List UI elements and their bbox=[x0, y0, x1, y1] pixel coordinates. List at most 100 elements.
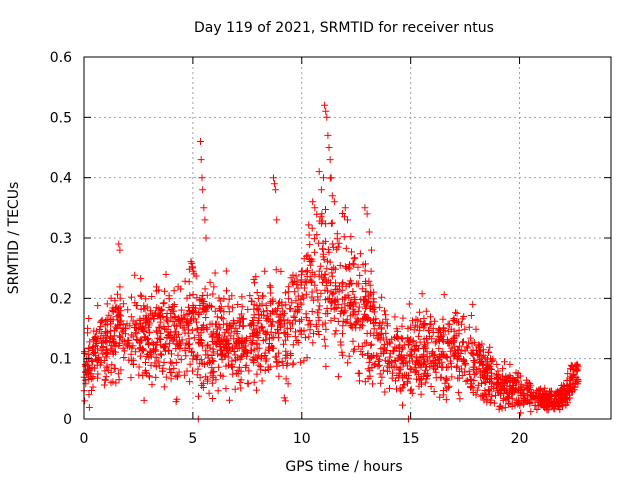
data-point bbox=[269, 318, 277, 326]
data-point bbox=[123, 320, 131, 328]
data-point bbox=[476, 347, 484, 355]
data-point bbox=[231, 385, 239, 393]
data-point bbox=[383, 320, 391, 328]
data-point bbox=[465, 323, 473, 331]
data-point bbox=[429, 324, 437, 332]
data-point bbox=[127, 331, 135, 339]
data-point bbox=[461, 347, 469, 355]
data-point bbox=[439, 391, 447, 399]
data-point bbox=[208, 333, 216, 341]
data-point bbox=[155, 311, 163, 319]
data-point bbox=[161, 325, 168, 333]
data-point bbox=[556, 406, 564, 414]
data-point bbox=[303, 354, 311, 362]
data-point bbox=[393, 372, 401, 379]
data-point bbox=[455, 326, 463, 334]
data-point bbox=[427, 313, 434, 321]
data-point bbox=[431, 317, 439, 325]
data-point bbox=[445, 340, 453, 347]
data-point bbox=[323, 265, 331, 273]
data-point bbox=[213, 325, 221, 333]
data-point bbox=[234, 366, 242, 374]
data-point bbox=[506, 372, 514, 380]
data-point bbox=[202, 314, 210, 321]
data-point bbox=[393, 344, 401, 352]
data-point bbox=[384, 367, 391, 375]
data-point bbox=[318, 217, 326, 225]
data-point bbox=[160, 299, 168, 307]
data-point bbox=[114, 308, 122, 316]
data-point bbox=[349, 288, 357, 296]
data-point bbox=[273, 216, 281, 224]
data-point bbox=[140, 396, 148, 404]
data-point bbox=[153, 341, 161, 349]
data-point bbox=[214, 335, 222, 343]
data-point bbox=[292, 272, 300, 280]
data-point bbox=[251, 279, 258, 287]
data-point bbox=[296, 326, 304, 334]
x-tick-label: 15 bbox=[402, 431, 420, 447]
data-point bbox=[370, 288, 378, 296]
data-point bbox=[253, 386, 260, 394]
data-point bbox=[401, 371, 409, 379]
data-point bbox=[342, 244, 350, 252]
data-point bbox=[344, 359, 352, 367]
data-point bbox=[461, 325, 469, 333]
data-point bbox=[315, 316, 323, 324]
data-point bbox=[176, 345, 184, 353]
data-point bbox=[417, 390, 425, 398]
data-point bbox=[338, 348, 346, 356]
axes: 0 0.1 0.2 0.3 0.4 0.5 0.6 0 5 10 15 20 bbox=[50, 50, 611, 447]
data-point bbox=[250, 378, 258, 386]
data-point bbox=[324, 131, 332, 139]
data-point bbox=[447, 363, 455, 371]
data-point bbox=[306, 241, 314, 249]
data-point bbox=[330, 264, 338, 272]
data-point bbox=[204, 375, 211, 383]
data-point bbox=[103, 345, 111, 353]
data-point bbox=[138, 325, 146, 333]
data-point bbox=[367, 340, 375, 348]
data-point bbox=[502, 387, 510, 395]
data-point bbox=[118, 336, 126, 344]
data-point bbox=[407, 366, 415, 373]
data-point bbox=[224, 337, 232, 345]
data-point bbox=[341, 300, 349, 308]
data-point bbox=[322, 325, 330, 333]
data-point bbox=[448, 373, 456, 381]
data-point bbox=[293, 277, 301, 285]
data-point bbox=[89, 383, 97, 391]
data-point bbox=[225, 361, 232, 369]
data-point bbox=[315, 239, 323, 247]
data-point bbox=[527, 388, 535, 396]
data-point bbox=[237, 353, 245, 361]
data-point bbox=[451, 351, 459, 359]
data-point bbox=[498, 404, 506, 412]
data-point bbox=[449, 316, 457, 324]
data-point bbox=[271, 180, 278, 188]
data-point bbox=[97, 323, 105, 331]
data-point bbox=[326, 258, 334, 266]
data-point bbox=[154, 312, 162, 320]
y-axis-label: SRMTID / TECUs bbox=[6, 182, 22, 295]
data-point bbox=[365, 358, 373, 366]
data-point bbox=[152, 353, 160, 361]
data-point bbox=[332, 282, 339, 290]
data-point bbox=[560, 383, 568, 390]
data-point bbox=[211, 269, 219, 277]
data-point bbox=[287, 305, 295, 313]
data-point bbox=[548, 387, 555, 395]
data-point bbox=[261, 349, 269, 357]
data-point bbox=[213, 313, 221, 321]
data-point bbox=[142, 359, 149, 366]
data-point bbox=[150, 315, 158, 323]
data-point bbox=[378, 373, 386, 381]
data-point bbox=[519, 400, 527, 408]
data-point bbox=[209, 332, 217, 340]
data-point bbox=[224, 353, 232, 361]
data-point bbox=[81, 349, 89, 357]
data-point bbox=[235, 363, 243, 371]
data-point bbox=[564, 370, 572, 378]
data-point bbox=[450, 317, 458, 325]
data-point bbox=[196, 296, 204, 304]
